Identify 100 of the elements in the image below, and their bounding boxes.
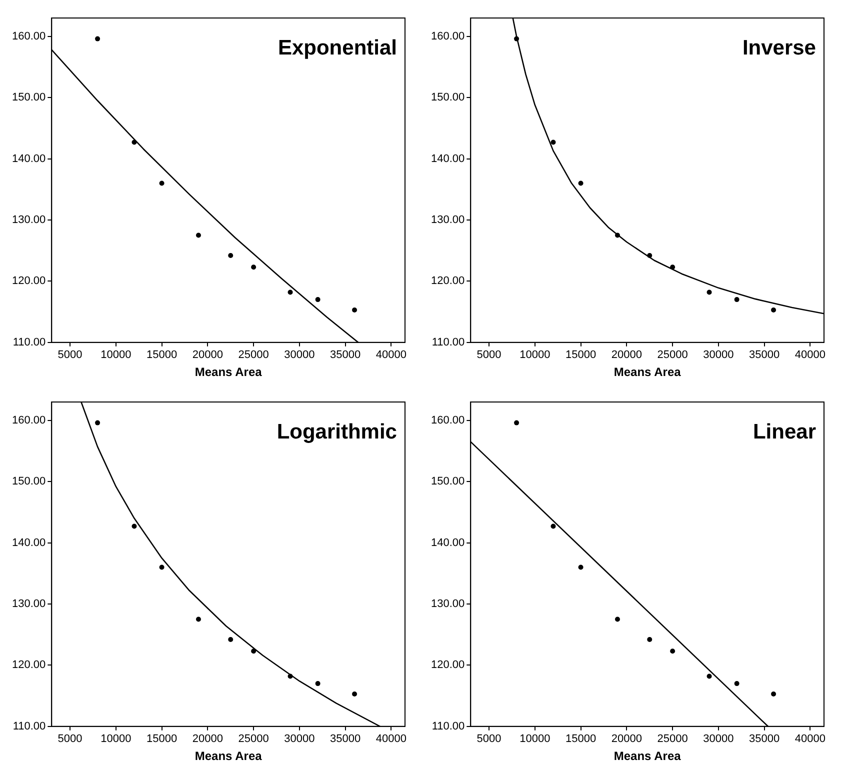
- y-tick-label: 160.00: [430, 30, 465, 42]
- point: [550, 140, 556, 145]
- point: [251, 648, 256, 654]
- point: [578, 180, 584, 186]
- y-tick-label: 150.00: [12, 92, 46, 104]
- point: [95, 36, 100, 42]
- x-axis-title: Means Area: [614, 365, 682, 380]
- y-tick-label: 140.00: [430, 152, 465, 165]
- point: [578, 564, 584, 570]
- y-tick-label: 150.00: [12, 476, 46, 488]
- y-tick-label: 110.00: [432, 720, 465, 732]
- point: [196, 616, 201, 622]
- x-tick-label: 5000: [58, 733, 82, 746]
- point: [706, 674, 712, 679]
- x-tick-label: 25000: [657, 349, 688, 362]
- x-tick-label: 30000: [703, 733, 734, 746]
- point: [647, 252, 652, 258]
- point: [514, 420, 520, 426]
- y-tick-label: 140.00: [12, 152, 46, 165]
- x-axis-title: Means Area: [194, 365, 262, 380]
- point: [159, 564, 164, 570]
- y-tick-label: 140.00: [430, 536, 465, 549]
- y-tick-label: 160.00: [430, 414, 465, 426]
- point: [550, 524, 556, 529]
- y-tick-label: 160.00: [12, 30, 46, 42]
- y-tick-label: 130.00: [430, 214, 465, 226]
- x-axis-title: Means Area: [194, 749, 262, 764]
- x-tick-label: 40000: [794, 733, 826, 746]
- x-tick-label: 25000: [657, 733, 688, 746]
- y-tick-label: 150.00: [430, 92, 465, 104]
- y-tick-label: 140.00: [12, 536, 46, 549]
- y-tick-label: 110.00: [432, 336, 465, 348]
- point: [315, 681, 320, 686]
- x-tick-label: 10000: [100, 349, 132, 362]
- point: [196, 232, 201, 238]
- x-tick-label: 10000: [520, 349, 550, 362]
- y-tick-label: 160.00: [12, 414, 46, 426]
- x-tick-label: 35000: [749, 733, 780, 746]
- point: [95, 420, 100, 426]
- y-tick-label: 120.00: [430, 659, 465, 672]
- text: Linear: [752, 420, 816, 444]
- point: [288, 674, 293, 679]
- point: [514, 36, 520, 42]
- point: [228, 252, 234, 258]
- x-tick-label: 5000: [476, 733, 502, 746]
- y-tick-label: 130.00: [12, 598, 46, 610]
- point: [706, 290, 712, 295]
- point: [132, 140, 137, 145]
- y-tick-label: 120.00: [12, 659, 46, 672]
- x-tick-label: 15000: [146, 349, 178, 362]
- point: [251, 264, 256, 270]
- x-tick-label: 15000: [565, 349, 596, 362]
- x-tick-label: 30000: [703, 349, 734, 362]
- x-tick-label: 25000: [238, 349, 269, 362]
- x-tick-label: 40000: [794, 349, 826, 362]
- point: [315, 297, 320, 302]
- x-tick-label: 20000: [192, 733, 223, 746]
- point: [647, 636, 652, 642]
- x-tick-label: 20000: [611, 733, 642, 746]
- y-tick-label: 130.00: [12, 214, 46, 226]
- y-tick-label: 120.00: [12, 275, 46, 288]
- text: Exponential: [278, 36, 397, 60]
- point: [288, 290, 293, 295]
- x-tick-label: 5000: [58, 349, 82, 362]
- x-tick-label: 15000: [146, 733, 178, 746]
- x-tick-label: 30000: [284, 349, 315, 362]
- y-tick-label: 150.00: [430, 476, 465, 488]
- point: [132, 524, 137, 529]
- x-tick-label: 40000: [376, 733, 407, 746]
- point: [352, 307, 358, 312]
- x-axis-title: Means Area: [614, 749, 682, 764]
- text: Logarithmic: [276, 420, 398, 444]
- point: [734, 297, 740, 302]
- point: [614, 232, 620, 238]
- x-tick-label: 20000: [192, 349, 223, 362]
- point: [159, 180, 164, 186]
- point: [614, 616, 620, 622]
- y-tick-label: 110.00: [12, 336, 46, 348]
- x-tick-label: 35000: [330, 349, 361, 362]
- x-tick-label: 10000: [100, 733, 132, 746]
- text: Inverse: [742, 36, 816, 60]
- point: [771, 691, 776, 696]
- x-tick-label: 35000: [330, 733, 361, 746]
- x-tick-label: 40000: [376, 349, 407, 362]
- x-tick-label: 25000: [238, 733, 269, 746]
- x-tick-label: 20000: [611, 349, 642, 362]
- y-tick-label: 120.00: [430, 275, 465, 288]
- point: [734, 681, 740, 686]
- point: [670, 264, 676, 270]
- x-tick-label: 15000: [565, 733, 596, 746]
- x-tick-label: 10000: [520, 733, 550, 746]
- point: [352, 691, 358, 696]
- y-tick-label: 110.00: [12, 720, 46, 732]
- point: [771, 307, 776, 312]
- point: [670, 648, 676, 654]
- y-tick-label: 130.00: [430, 598, 465, 610]
- x-tick-label: 30000: [284, 733, 315, 746]
- x-tick-label: 5000: [476, 349, 502, 362]
- x-tick-label: 35000: [749, 349, 780, 362]
- point: [228, 636, 234, 642]
